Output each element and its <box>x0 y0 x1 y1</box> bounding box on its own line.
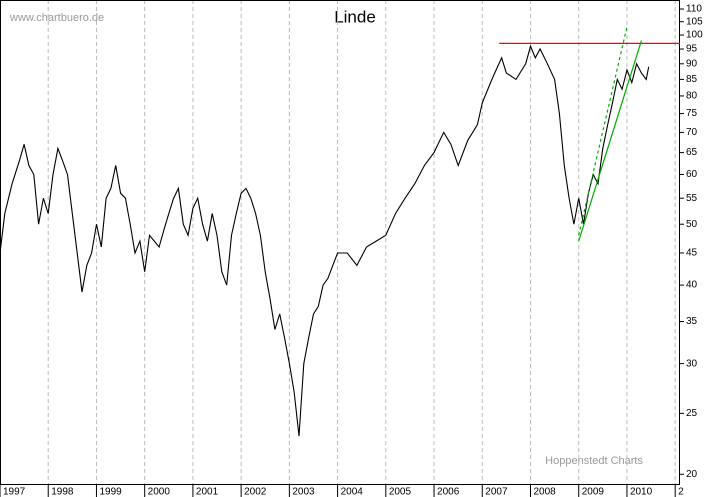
x-tick-label: 2006 <box>437 487 460 497</box>
y-tick-label: 90 <box>686 58 698 69</box>
y-tick-label: 100 <box>686 30 703 41</box>
y-tick-label: 50 <box>686 219 698 230</box>
x-tick-label: 2007 <box>485 487 508 497</box>
y-tick-label: 60 <box>686 169 698 180</box>
y-tick-label: 65 <box>686 147 698 158</box>
y-tick-label: 95 <box>686 44 698 55</box>
x-tick-label: 1998 <box>51 487 74 497</box>
x-tick-label: 1999 <box>99 487 122 497</box>
y-tick-label: 25 <box>686 408 698 419</box>
y-tick-label: 110 <box>686 4 702 15</box>
x-tick-label: 2000 <box>148 487 171 497</box>
y-tick-label: 70 <box>686 127 698 138</box>
trend-line <box>578 26 628 236</box>
x-tick-label: 1997 <box>3 487 26 497</box>
trend-line <box>578 40 642 242</box>
x-tick-label: 2008 <box>533 487 556 497</box>
y-tick-label: 45 <box>686 248 698 259</box>
x-tick-label: 2005 <box>389 487 412 497</box>
y-tick-label: 40 <box>686 280 698 291</box>
x-tick-label: 2003 <box>292 487 315 497</box>
y-tick-label: 55 <box>686 193 698 204</box>
y-tick-label: 20 <box>686 469 698 480</box>
y-tick-label: 80 <box>686 91 698 102</box>
x-tick-label: 2009 <box>582 487 605 497</box>
y-tick-label: 75 <box>686 108 698 119</box>
y-tick-label: 85 <box>686 74 698 85</box>
x-tick-label: 2010 <box>630 487 653 497</box>
x-tick-label: 2001 <box>196 487 219 497</box>
x-tick-label: 2002 <box>244 487 267 497</box>
y-tick-label: 105 <box>686 16 703 27</box>
plot-frame <box>0 0 680 485</box>
chart-title: Linde <box>334 7 376 26</box>
watermark: www.chartbuero.de <box>9 12 104 24</box>
price-line <box>0 44 650 437</box>
x-tick-label: 2 <box>678 487 684 497</box>
x-tick-label: 2004 <box>341 487 364 497</box>
source: Hoppenstedt Charts <box>545 455 643 467</box>
y-tick-label: 30 <box>686 358 698 369</box>
y-tick-label: 35 <box>686 316 698 327</box>
